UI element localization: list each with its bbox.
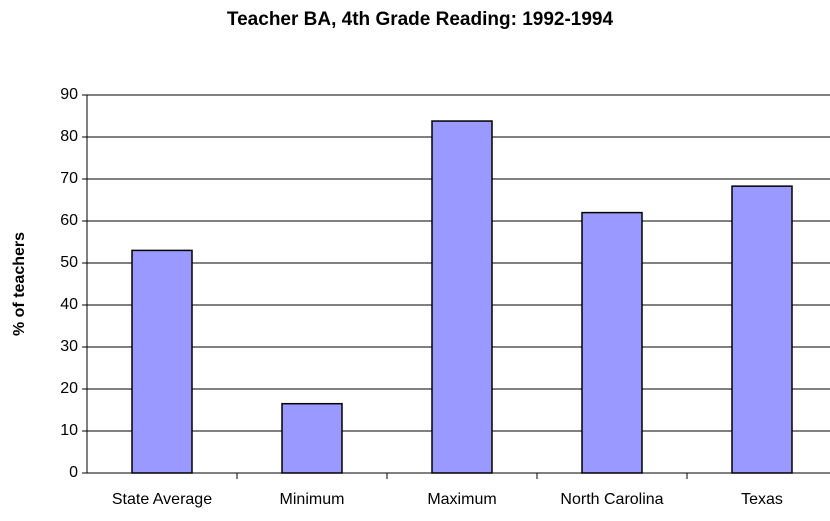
y-tick-label: 40 [60,296,78,313]
bar [731,185,793,474]
y-tick-label: 20 [60,380,78,397]
y-tick-label: 90 [60,86,78,103]
y-axis-label: % of teachers [11,232,28,336]
y-tick-label: 10 [60,422,78,439]
bar [431,120,493,474]
y-tick-label: 0 [69,464,78,481]
x-tick-label: Texas [741,491,783,508]
bar [131,249,193,474]
x-tick-label: Maximum [427,491,496,508]
y-tick-label: 50 [60,254,78,271]
y-tick-label: 70 [60,170,78,187]
x-tick-label: State Average [112,491,212,508]
bar [281,402,343,474]
y-tick-label: 60 [60,212,78,229]
y-tick-label: 30 [60,338,78,355]
x-tick-label: Minimum [280,491,345,508]
y-tick-label: 80 [60,128,78,145]
chart-title: Teacher BA, 4th Grade Reading: 1992-1994 [227,9,614,30]
bar [581,211,643,474]
x-tick-label: North Carolina [560,491,663,508]
